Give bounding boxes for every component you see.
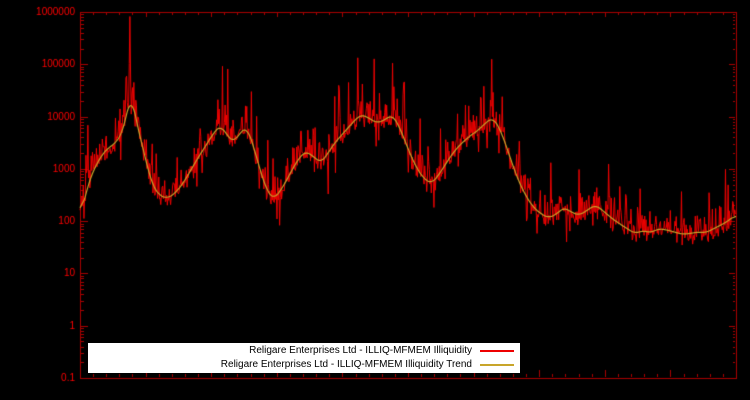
legend-label-illiquidity: Religare Enterprises Ltd - ILLIQ-MFMEM I…	[249, 345, 472, 356]
legend-sample-illiquidity-line	[480, 350, 514, 352]
legend-sample-illiquidity-trend-line	[480, 364, 514, 366]
legend: Religare Enterprises Ltd - ILLIQ-MFMEM I…	[88, 343, 520, 373]
legend-label-illiquidity-trend: Religare Enterprises Ltd - ILLIQ-MFMEM I…	[220, 359, 472, 370]
legend-row-illiquidity: Religare Enterprises Ltd - ILLIQ-MFMEM I…	[88, 344, 514, 358]
legend-row-illiquidity-trend: Religare Enterprises Ltd - ILLIQ-MFMEM I…	[88, 358, 514, 372]
